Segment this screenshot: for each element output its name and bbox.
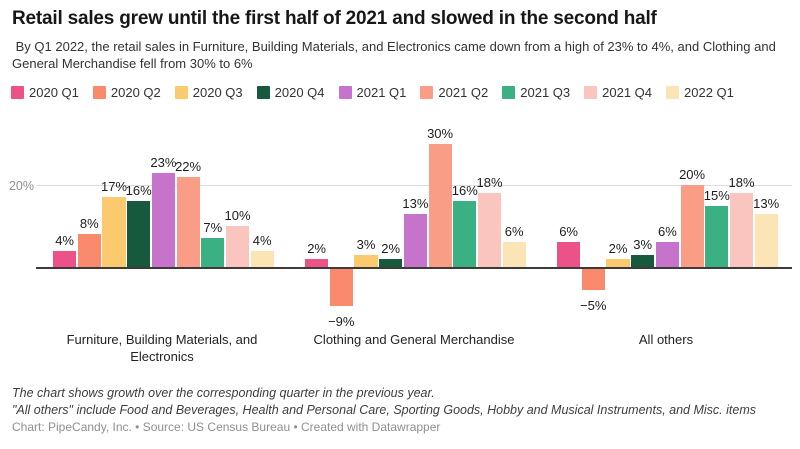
bar-all-others-2020-q4 <box>631 254 655 267</box>
bar-value-label: 6% <box>504 224 524 240</box>
legend-label: 2021 Q1 <box>356 85 407 100</box>
bar-value-label: 2% <box>381 240 401 256</box>
bar-value-label: 15% <box>703 187 730 203</box>
legend-item-2022-q1: 2022 Q1 <box>666 85 734 100</box>
legend-item-2020-q3: 2020 Q3 <box>174 85 243 100</box>
bar-furniture-building-materials-and-electronics-2020-q4 <box>127 201 151 267</box>
bar-value-label: 17% <box>100 179 128 195</box>
bar-clothing-and-general-merchandise-2021-q3 <box>453 201 477 267</box>
legend-swatch-icon <box>11 86 24 99</box>
legend-label: 2020 Q1 <box>29 85 79 100</box>
bar-value-label: 7% <box>203 220 223 236</box>
bar-value-label: 2% <box>608 240 628 256</box>
legend-label: 2020 Q2 <box>110 85 161 100</box>
bar-all-others-2021-q4 <box>729 193 754 267</box>
legend-swatch-icon <box>502 86 516 99</box>
bar-all-others-2021-q1 <box>655 242 679 267</box>
plot-area: 4% 2% 6% 8% −9% −5% 17% 3% 2% 16% 2% 3% 23% 13% 6% 22% 3… <box>36 125 792 375</box>
legend-swatch-icon <box>256 86 270 99</box>
bar-furniture-building-materials-and-electronics-2022-q1 <box>250 250 274 267</box>
bar-value-label: 8% <box>79 216 99 232</box>
legend-item-2021-q3: 2021 Q3 <box>502 85 570 100</box>
legend-item-2020-q1: 2020 Q1 <box>11 85 79 100</box>
bar-value-label: 10% <box>224 208 251 223</box>
bar-clothing-and-general-merchandise-2020-q3 <box>354 254 378 267</box>
legend-label: 2021 Q4 <box>602 85 652 100</box>
bar-value-label: 3% <box>633 236 653 252</box>
chart-notes: The chart shows growth over the correspo… <box>12 385 792 418</box>
bar-value-label: 18% <box>476 175 503 191</box>
bar-value-label: 23% <box>150 154 177 170</box>
legend-swatch-icon <box>584 86 598 99</box>
bar-value-label: 16% <box>125 183 152 199</box>
bar-value-label: 30% <box>427 126 454 141</box>
bar-all-others-2020-q3 <box>606 258 630 267</box>
bar-clothing-and-general-merchandise-2021-q1 <box>403 213 427 267</box>
bar-all-others-2020-q2 <box>581 269 605 290</box>
bar-clothing-and-general-merchandise-2020-q2 <box>329 269 353 306</box>
bar-value-label: 22% <box>175 158 202 174</box>
bar-clothing-and-general-merchandise-2020-q4 <box>379 258 403 267</box>
gridline-20pct <box>36 185 792 186</box>
bar-value-label: 2% <box>307 240 326 256</box>
bar-value-label: 4% <box>55 232 74 248</box>
bar-value-label: 6% <box>657 224 677 240</box>
bar-clothing-and-general-merchandise-2020-q1 <box>305 258 329 267</box>
bar-furniture-building-materials-and-electronics-2020-q3 <box>102 197 126 267</box>
bar-all-others-2021-q3 <box>705 205 729 267</box>
bar-clothing-and-general-merchandise-2022-q1 <box>502 242 526 267</box>
legend-item-2021-q1: 2021 Q1 <box>338 85 407 100</box>
bar-clothing-and-general-merchandise-2021-q4 <box>477 193 502 267</box>
bar-furniture-building-materials-and-electronics-2020-q1 <box>53 250 77 267</box>
bar-value-label: 6% <box>559 224 578 240</box>
y-axis-tick-label: 20% <box>8 179 34 193</box>
bar-value-label: 16% <box>451 183 478 199</box>
legend-label: 2021 Q3 <box>520 85 571 100</box>
bar-all-others-2020-q1 <box>557 242 581 267</box>
chart-credit: Chart: PipeCandy, Inc. • Source: US Cens… <box>12 420 441 434</box>
bar-furniture-building-materials-and-electronics-2021-q1 <box>151 172 175 267</box>
legend-swatch-icon <box>174 86 188 99</box>
bar-value-label: −9% <box>328 313 355 329</box>
legend-label: 2022 Q1 <box>684 85 734 100</box>
bar-clothing-and-general-merchandise-2021-q2 <box>428 144 452 267</box>
legend-item-2020-q4: 2020 Q4 <box>256 85 325 100</box>
bar-value-label: 13% <box>753 195 780 211</box>
legend-label: 2021 Q2 <box>438 85 489 100</box>
chart-subtitle: By Q1 2022, the retail sales in Furnitur… <box>12 39 780 71</box>
legend-label: 2020 Q4 <box>274 85 325 100</box>
note-line-1: The chart shows growth over the correspo… <box>12 386 435 400</box>
legend-label: 2020 Q3 <box>192 85 243 100</box>
x-axis-baseline <box>36 267 792 269</box>
bar-value-label: 4% <box>252 232 272 248</box>
legend-swatch-icon <box>666 86 679 99</box>
chart-title: Retail sales grew until the first half o… <box>12 8 657 29</box>
bar-furniture-building-materials-and-electronics-2021-q2 <box>176 176 200 267</box>
note-line-2: "All others" include Food and Beverages,… <box>12 402 756 417</box>
legend-swatch-icon <box>92 86 106 99</box>
category-label-all-others: All others <box>638 332 694 347</box>
legend-item-2021-q4: 2021 Q4 <box>584 85 652 100</box>
bar-value-label: −5% <box>580 297 607 313</box>
bar-value-label: 18% <box>728 175 755 191</box>
bar-furniture-building-materials-and-electronics-2021-q3 <box>201 238 225 267</box>
legend-swatch-icon <box>338 86 352 99</box>
bar-value-label: 20% <box>679 167 706 182</box>
bar-all-others-2021-q2 <box>680 185 704 267</box>
bar-value-label: 13% <box>402 195 429 211</box>
legend-item-2021-q2: 2021 Q2 <box>420 85 488 100</box>
category-label-furniture-building-materials-and-electronics: Furniture, Building Materials, and Elect… <box>66 332 258 364</box>
bar-furniture-building-materials-and-electronics-2020-q2 <box>77 234 101 267</box>
legend-swatch-icon <box>420 86 434 99</box>
legend-item-2020-q2: 2020 Q2 <box>92 85 161 100</box>
bar-furniture-building-materials-and-electronics-2021-q4 <box>225 226 250 267</box>
bar-all-others-2022-q1 <box>754 213 778 267</box>
bar-value-label: 3% <box>356 236 376 252</box>
legend: 2020 Q1 2020 Q2 2020 Q3 2020 Q4 2021 Q1 2021 … <box>11 85 734 100</box>
category-label-clothing-and-general-merchandise: Clothing and General Merchandise <box>313 332 515 347</box>
